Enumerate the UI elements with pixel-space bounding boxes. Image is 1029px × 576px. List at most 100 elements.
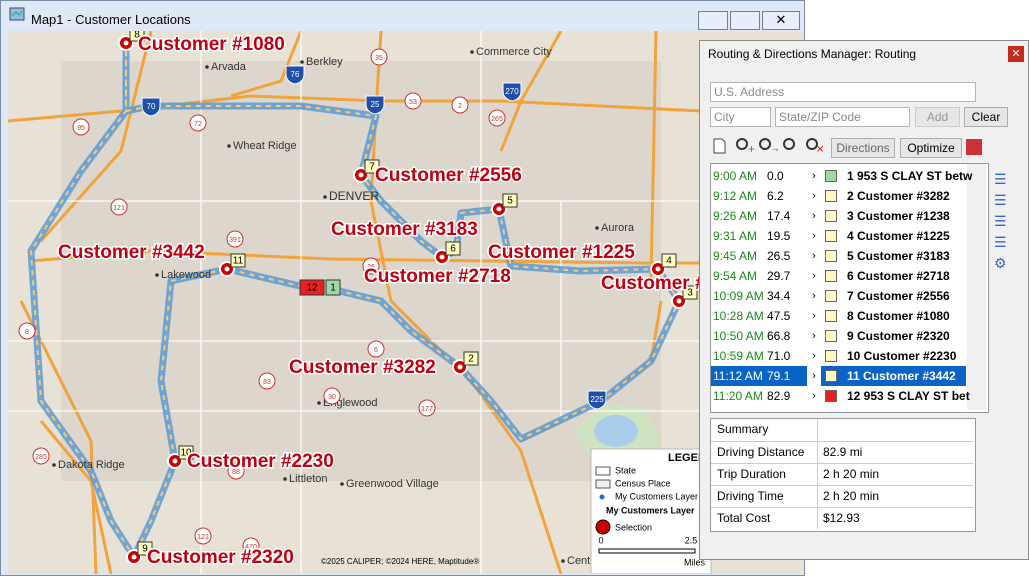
stop-distance: 79.1 (767, 369, 791, 383)
stop-name: 6 Customer #2718 (847, 269, 950, 283)
stop-row[interactable]: 9:45 AM 26.5 › 5 Customer #3183 (711, 246, 966, 266)
customer-label: Customer #1225 (488, 242, 635, 263)
expand-chevron: › (812, 170, 816, 182)
stop-number: 8 (134, 31, 140, 41)
stop-row[interactable]: 11:20 AM 82.9 › 12 953 S CLAY ST bet (711, 386, 970, 406)
route-shield (367, 340, 385, 358)
stop-row[interactable]: 10:09 AM 34.4 › 7 Customer #2556 (711, 286, 966, 306)
route-number: 2 (458, 103, 462, 110)
stop-time: 10:50 AM (713, 329, 764, 343)
scrollbar[interactable] (967, 164, 986, 410)
expand-chevron: › (812, 330, 816, 342)
summary-label: Driving Time (717, 489, 784, 503)
stop-name: 9 Customer #2320 (847, 329, 950, 343)
stop-box (661, 253, 677, 268)
stop-color (825, 210, 837, 222)
route-shield (323, 387, 341, 405)
stop-distance: 82.9 (767, 389, 791, 403)
stop-time: 9:26 AM (713, 209, 758, 223)
summary-value: 2 h 20 min (823, 467, 880, 481)
route-number: 121 (197, 534, 209, 541)
summary-label: Total Cost (717, 511, 771, 525)
optimize-button[interactable]: Optimize (900, 138, 962, 158)
stop-row[interactable]: 9:26 AM 17.4 › 3 Customer #1238 (711, 206, 966, 226)
city-input[interactable]: City (710, 107, 771, 127)
stop-row[interactable]: 9:31 AM 19.5 › 4 Customer #1225 (711, 226, 966, 246)
add-button[interactable]: Add (915, 107, 960, 127)
route-shield (32, 447, 50, 465)
route-shield (362, 257, 380, 275)
route-number: 26 (367, 264, 375, 271)
legend-layer: My Customers Layer (606, 505, 695, 515)
origin-end-box (299, 279, 325, 296)
stop-time: 9:31 AM (713, 229, 758, 243)
route-number: 121 (113, 205, 125, 212)
route-number: 8 (25, 329, 29, 336)
scale-unit: Miles (684, 557, 706, 567)
place-dot (227, 144, 231, 148)
stop-row[interactable]: 10:59 AM 71.0 › 10 Customer #2230 (711, 346, 966, 366)
expand-chevron: › (812, 210, 816, 222)
state-input[interactable]: State/ZIP Code (775, 107, 910, 127)
stop-row[interactable]: 9:00 AM 0.0 › 1 953 S CLAY ST betw (711, 166, 972, 186)
stop-number: 5 (507, 196, 513, 207)
stop-row[interactable]: 10:50 AM 66.8 › 9 Customer #2320 (711, 326, 966, 346)
place-label: Lakewood (161, 269, 211, 281)
place-label: Dakota Ridge (58, 459, 125, 471)
place-dot (561, 559, 565, 563)
panel-close[interactable]: ✕ (1008, 46, 1024, 62)
place-label: Berkley (306, 56, 343, 68)
local-roads (8, 31, 701, 574)
side-icons[interactable]: ☰ ☰ ☰ ☰ ⚙ (994, 171, 1007, 271)
stop-time: 9:54 AM (713, 269, 758, 283)
place-dot (595, 226, 599, 230)
toolbar-icons[interactable]: + → ✕ (710, 136, 830, 156)
stop-number: 9 (142, 544, 148, 555)
stop-number: 7 (369, 162, 375, 173)
stop-distance: 0.0 (767, 169, 784, 183)
stop-number: 10 (180, 448, 192, 459)
place-dot (323, 195, 327, 199)
routing-panel: Routing & Directions Manager: Routing ✕ … (699, 40, 1029, 560)
stop-box (178, 445, 194, 460)
stop-time: 11:12 AM (713, 369, 763, 383)
route-shield (404, 92, 422, 110)
route-shield (18, 322, 36, 340)
report-icon[interactable] (966, 139, 982, 155)
route-number: 72 (194, 121, 202, 128)
route-number: 265 (491, 116, 503, 123)
maximize-button[interactable] (730, 11, 760, 30)
place-label: Commerce City (476, 46, 552, 58)
window-title: Map1 - Customer Locations (31, 12, 191, 27)
place-label: Wheat Ridge (233, 140, 297, 152)
svg-text:✕: ✕ (816, 145, 824, 156)
stop-row[interactable]: 9:54 AM 29.7 › 6 Customer #2718 (711, 266, 966, 286)
expand-chevron: › (812, 290, 816, 302)
route-number: 95 (77, 125, 85, 132)
legend-symbol (599, 494, 605, 500)
clear-button[interactable]: Clear (964, 107, 1008, 127)
minimize-button[interactable] (698, 11, 728, 30)
stop-name: 8 Customer #1080 (847, 309, 950, 323)
stop-distance: 71.0 (767, 349, 791, 363)
stop-row[interactable]: 11:12 AM 79.1 › 11 Customer #3442 (711, 366, 966, 386)
summary-line (711, 463, 973, 464)
close-button[interactable]: ✕ (762, 11, 800, 30)
customer-marker-center (172, 458, 178, 464)
expand-chevron: › (812, 350, 816, 362)
stop-distance: 66.8 (767, 329, 791, 343)
stop-row[interactable]: 10:28 AM 47.5 › 8 Customer #1080 (711, 306, 966, 326)
stop-number: 3 (687, 288, 693, 299)
stop-box (129, 31, 145, 42)
stop-time: 10:59 AM (713, 349, 764, 363)
stops-list: 9:00 AM 0.0 › 1 953 S CLAY ST betw 9:12 AM 6.… (710, 163, 989, 413)
svg-text:→: → (770, 144, 780, 155)
route-shield (194, 527, 212, 545)
place-dot (470, 50, 474, 54)
address-input[interactable]: U.S. Address (710, 82, 976, 102)
stop-color (825, 230, 837, 242)
stop-row[interactable]: 9:12 AM 6.2 › 2 Customer #3282 (711, 186, 966, 206)
stop-time: 11:20 AM (713, 389, 763, 403)
directions-button[interactable]: Directions (831, 138, 895, 158)
route-number: 177 (421, 406, 433, 413)
